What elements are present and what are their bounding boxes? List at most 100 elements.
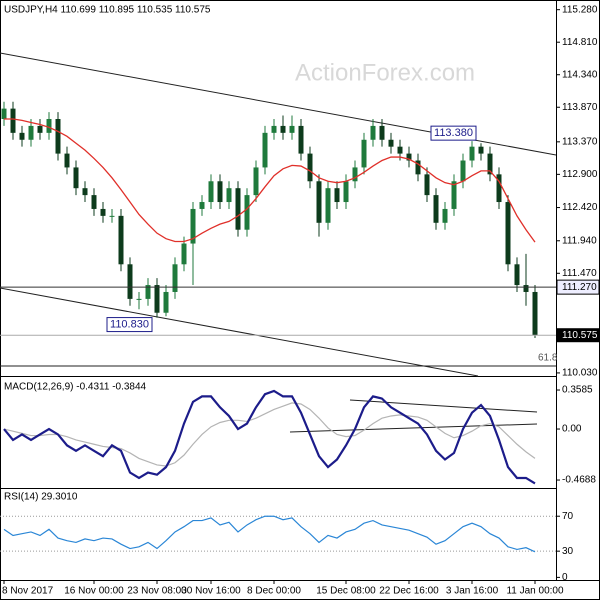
y-tick-label: 0.3585 (562, 385, 593, 396)
candle-body (10, 108, 16, 133)
rsi-title: RSI(14) 29.3010 (4, 492, 78, 503)
x-tick-label: 16 Nov 00:00 (64, 586, 124, 597)
price-mark-box (430, 125, 477, 141)
candle-body (226, 188, 232, 203)
indicator-line (3, 515, 536, 553)
candle-body (64, 153, 70, 168)
last-price-box (557, 328, 599, 343)
candle-body (82, 188, 88, 196)
candle-body (379, 125, 385, 140)
candle-body (172, 264, 178, 292)
candle-body (460, 160, 466, 182)
x-tick-label: 11 Jan 00:00 (506, 586, 564, 597)
candle-body (217, 181, 223, 203)
candle-body (352, 167, 358, 182)
candle-body (163, 291, 169, 313)
y-tick-label: 112.900 (562, 169, 598, 180)
candle-body (433, 195, 439, 223)
y-tick-label: 115.280 (562, 4, 598, 15)
price-mark-label: 110.830 (110, 318, 149, 330)
macd-title: MACD(12,26,9) -0.4311 -0.3844 (4, 382, 147, 393)
macd-trend-line (349, 399, 538, 413)
trend-line (0, 287, 479, 377)
candle-body (235, 188, 241, 230)
candle-body (469, 146, 475, 161)
x-tick-label: 8 Dec 00:00 (247, 586, 301, 597)
candle-body (118, 215, 124, 265)
candle-body (478, 146, 484, 154)
candle-body (343, 181, 349, 203)
candle-body (532, 291, 538, 336)
candle-body (100, 208, 106, 216)
y-tick-label: 113.370 (562, 136, 598, 147)
candle-body (145, 285, 151, 299)
x-tick-label: 3 Jan 16:00 (446, 586, 499, 597)
moving-average (4, 118, 536, 243)
candle-body (514, 264, 520, 286)
chart-title: USDJPY,H4 110.699 110.895 110.535 110.57… (4, 5, 211, 16)
candle-body (37, 125, 43, 133)
y-tick-label: 70 (562, 511, 574, 522)
candle-body (487, 153, 493, 175)
y-tick-label: 112.420 (562, 202, 598, 213)
y-tick-label: 114.340 (562, 69, 598, 80)
y-tick-label: 0.00 (562, 424, 582, 435)
level-label: 111.270 (562, 282, 597, 293)
watermark: ActionForex.com (295, 59, 475, 86)
y-tick-label: 110.030 (562, 368, 598, 379)
candle-body (397, 146, 403, 154)
candle-body (46, 119, 52, 133)
candle-body (253, 167, 259, 196)
candle-body (55, 119, 61, 154)
candle-body (280, 125, 286, 133)
candle-body (289, 125, 295, 133)
indicator-line (3, 402, 536, 467)
candle-body (496, 174, 502, 203)
price-mark-box (106, 317, 153, 333)
candle-body (244, 195, 250, 230)
y-tick-label: 114.810 (562, 37, 598, 48)
candle-body (127, 264, 133, 299)
candle-body (316, 181, 322, 223)
candle-body (370, 125, 376, 140)
candle-body (298, 125, 304, 154)
candle-body (154, 285, 160, 313)
candle-body (361, 139, 367, 168)
y-tick-label: 113.870 (562, 102, 598, 113)
candle-body (451, 181, 457, 209)
candle-body (262, 132, 268, 168)
y-tick-label: -0.4688 (562, 475, 596, 486)
candle-body (136, 298, 142, 300)
candle-body (406, 153, 412, 161)
candle-body (181, 243, 187, 265)
price-mark-label: 113.380 (434, 127, 473, 139)
candle-body (199, 202, 205, 209)
candle-body (73, 167, 79, 189)
candle-body (415, 160, 421, 175)
candle-body (109, 215, 115, 217)
candle-body (388, 139, 394, 147)
candle-body (442, 208, 448, 223)
candle-body (334, 188, 340, 203)
last-price-label: 110.575 (562, 330, 598, 341)
y-tick-label: 111.470 (562, 268, 597, 279)
candle-body (1, 108, 7, 120)
candle-body (208, 181, 214, 203)
y-tick-label: 111.940 (562, 235, 597, 246)
y-tick-label: 30 (562, 546, 574, 557)
candle-body (505, 202, 511, 265)
candle-body (424, 174, 430, 196)
candle-body (307, 153, 313, 182)
candle-body (91, 195, 97, 209)
x-tick-label: 30 Nov 16:00 (181, 586, 241, 597)
x-tick-label: 23 Nov 08:00 (127, 586, 187, 597)
level-box (556, 279, 600, 295)
x-tick-label: 8 Nov 2017 (2, 586, 54, 597)
fib-label: 61.8 (538, 353, 558, 364)
candle-body (190, 208, 196, 244)
candle-body (523, 285, 529, 292)
indicator-line (3, 389, 536, 485)
x-tick-label: 15 Dec 08:00 (316, 586, 376, 597)
